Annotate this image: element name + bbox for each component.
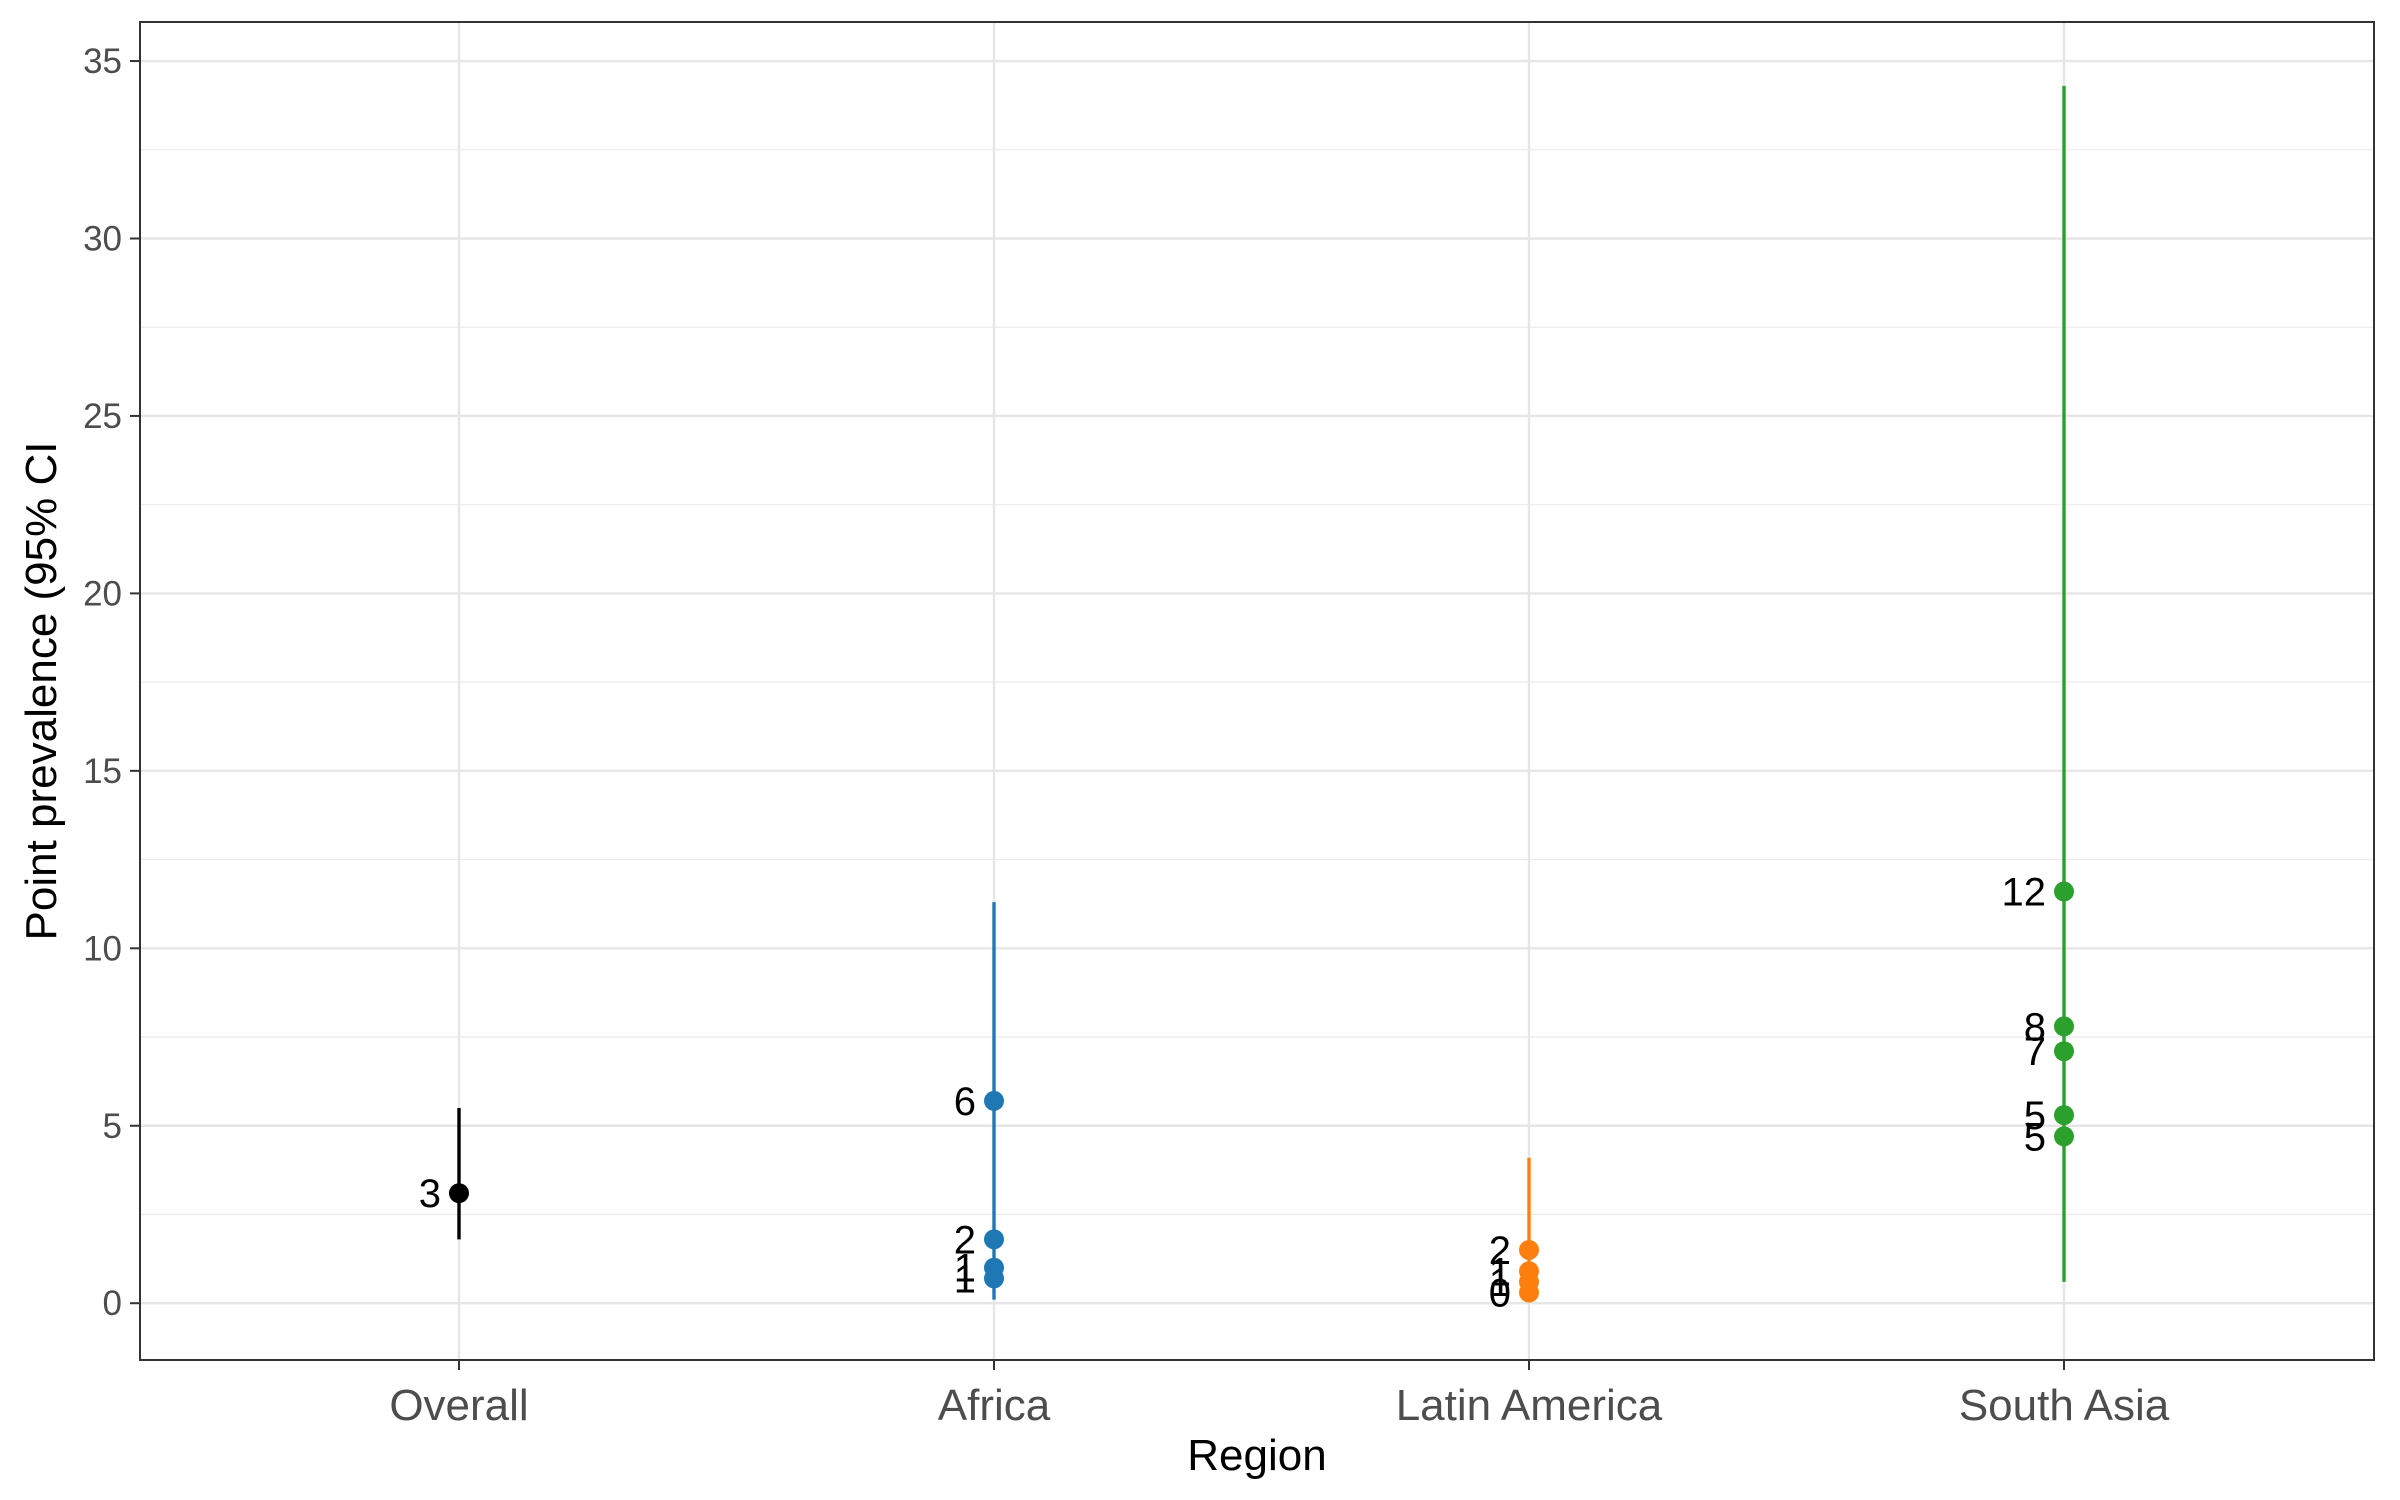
point-label: 8 [2024,1005,2046,1049]
point-label: 2 [954,1218,976,1262]
y-tick-label: 20 [83,574,122,613]
data-point [2054,1016,2074,1037]
point-label: 12 [2002,871,2047,915]
x-axis-title: Region [1187,1431,1326,1480]
y-tick-label: 0 [103,1284,122,1323]
data-point [2054,881,2074,902]
data-point [984,1229,1004,1250]
x-tick-label: Overall [389,1381,528,1430]
point-label: 3 [419,1172,441,1216]
x-tick-label: South Asia [1959,1381,2170,1430]
marks-layer [449,85,2074,1303]
y-tick-label: 5 [103,1107,122,1146]
point-label: 7 [2024,1030,2046,1074]
y-tick-label: 15 [83,752,122,791]
point-label: 2 [1489,1229,1511,1273]
data-point [1519,1239,1539,1260]
point-label: 1 [954,1257,976,1301]
data-point [2054,1041,2074,1062]
y-tick-label: 25 [83,397,122,436]
grid-layer [140,22,2374,1360]
point-label: 1 [1489,1250,1511,1294]
data-point [2054,1105,2074,1126]
point-label: 1 [954,1247,976,1291]
point-label: 0 [1489,1272,1511,1316]
data-point [984,1268,1004,1289]
data-point [449,1183,469,1204]
data-point [2054,1126,2074,1147]
data-point [984,1090,1004,1111]
y-tick-label: 10 [83,929,122,968]
y-tick-label: 35 [83,42,122,81]
y-tick-label: 30 [83,219,122,258]
x-tick-label: Africa [938,1381,1051,1430]
point-label: 5 [2024,1115,2046,1159]
point-label: 6 [954,1080,976,1124]
y-axis-title: Point prevalence (95% CI [17,442,66,941]
point-label: 5 [2024,1094,2046,1138]
panel-border [139,21,2375,1361]
x-tick-label: Latin America [1396,1381,1663,1430]
point-label: 1 [1489,1261,1511,1305]
data-point [1519,1282,1539,1303]
